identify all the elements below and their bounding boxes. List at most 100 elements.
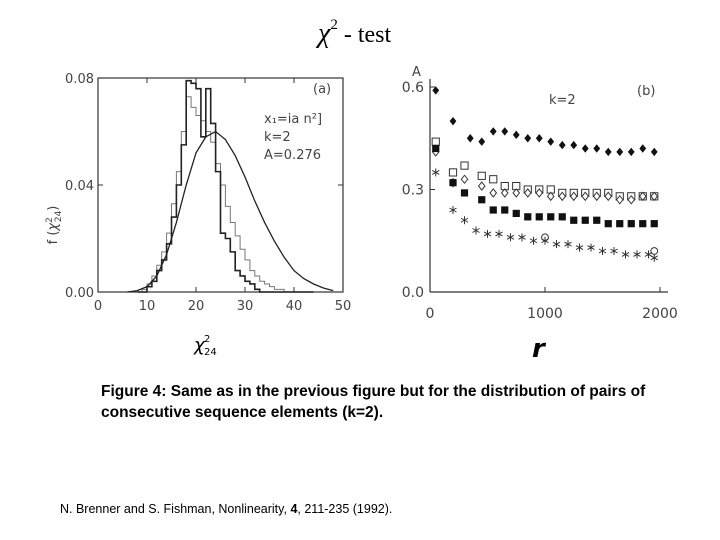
point-asterisk bbox=[552, 240, 561, 249]
point-diamond-filled bbox=[512, 130, 520, 140]
series-square-filled bbox=[432, 144, 658, 228]
asterisk-stroke bbox=[644, 251, 653, 257]
point-diamond-open bbox=[535, 188, 544, 198]
asterisk-stroke bbox=[621, 251, 630, 257]
point-diamond-filled bbox=[627, 147, 635, 157]
panel-a-xtick-label: 30 bbox=[237, 299, 254, 314]
panel-b-xtick-label: 0 bbox=[426, 306, 435, 322]
panel-b-ytick-label: 0.3 bbox=[402, 183, 424, 199]
point-diamond-filled bbox=[432, 86, 440, 95]
point-diamond-filled bbox=[489, 127, 497, 136]
point-square-filled bbox=[558, 213, 566, 221]
point-diamond-open bbox=[650, 191, 659, 202]
asterisk-stroke bbox=[587, 245, 595, 251]
panel-a-label: (a) bbox=[313, 82, 331, 97]
point-asterisk bbox=[529, 236, 538, 245]
point-asterisk bbox=[460, 216, 469, 225]
panel-a-histogram: 0 10 20 30 40 50 0.00 0.04 0.08 (a) x₁=ia n²] k=… bbox=[45, 72, 351, 358]
reference-authors: N. Brenner and S. Fishman, Nonlinearity, bbox=[60, 502, 291, 516]
title-chi-symbol: χ bbox=[318, 18, 331, 49]
point-diamond-open bbox=[512, 188, 521, 198]
point-diamond-open bbox=[569, 191, 578, 202]
panel-a-xtick-label: 0 bbox=[94, 299, 102, 314]
panel-b-annotation-k: k=2 bbox=[549, 93, 576, 108]
series-circle-open bbox=[541, 233, 659, 255]
reference-citation: N. Brenner and S. Fishman, Nonlinearity,… bbox=[60, 502, 392, 516]
figure-panels: 0 10 20 30 40 500.000.040.08 (a) x₁=ia n²] k=… bbox=[45, 65, 678, 364]
point-square-filled bbox=[449, 179, 457, 187]
svg-text:f (χ224): f (χ224) bbox=[45, 206, 64, 245]
series-diamond-filled bbox=[432, 86, 658, 157]
panel-a-ytick-label: 0.04 bbox=[65, 179, 94, 194]
panel-a-ylabel-suffix: ) bbox=[46, 206, 61, 211]
slide-title: χ2 - test bbox=[318, 17, 391, 50]
point-square-filled bbox=[432, 144, 440, 153]
point-square-filled bbox=[478, 196, 486, 204]
point-diamond-open bbox=[558, 191, 567, 202]
point-asterisk bbox=[449, 206, 457, 214]
point-asterisk bbox=[621, 250, 630, 259]
point-diamond-open bbox=[523, 188, 532, 198]
point-square-filled bbox=[547, 213, 555, 221]
point-diamond-open bbox=[460, 174, 469, 185]
point-diamond-filled bbox=[535, 134, 543, 143]
reference-pages: , 211-235 (1992). bbox=[297, 502, 393, 516]
series-asterisk bbox=[432, 168, 658, 262]
point-square-filled bbox=[535, 213, 543, 221]
panel-a-ticks: 0 10 20 30 40 50 0.00 0.04 0.08 bbox=[65, 72, 351, 314]
panel-a-fit-curve bbox=[127, 130, 334, 293]
panel-b-xtick-label: 1000 bbox=[527, 306, 563, 322]
asterisk-stroke bbox=[598, 248, 607, 254]
panel-a-xtick-label: 50 bbox=[335, 299, 352, 314]
point-diamond-open bbox=[500, 188, 509, 198]
panel-a-fit-curve-line bbox=[127, 130, 334, 293]
point-asterisk bbox=[432, 168, 440, 177]
point-square-open bbox=[448, 168, 458, 177]
point-square-filled bbox=[460, 189, 469, 197]
point-diamond-filled bbox=[449, 116, 457, 126]
point-diamond-filled bbox=[616, 147, 624, 157]
panel-a-xlabel-sub: 24 bbox=[204, 347, 217, 358]
point-diamond-filled bbox=[524, 134, 532, 143]
point-diamond-filled bbox=[581, 144, 589, 153]
point-asterisk bbox=[598, 247, 607, 255]
asterisk-stroke bbox=[495, 231, 503, 237]
panel-a-ylabel: f (χ224) bbox=[45, 206, 64, 245]
asterisk-stroke bbox=[529, 238, 538, 244]
panel-a-annotation-k: k=2 bbox=[264, 130, 291, 145]
panel-a-xtick-label: 10 bbox=[139, 299, 156, 314]
point-square-open bbox=[431, 137, 440, 146]
point-square-filled bbox=[650, 220, 658, 228]
asterisk-stroke bbox=[483, 231, 492, 237]
asterisk-stroke bbox=[449, 207, 457, 213]
panel-b-label: (b) bbox=[637, 84, 655, 99]
asterisk-stroke bbox=[460, 217, 469, 223]
point-circle-open bbox=[650, 247, 659, 255]
figure-caption: Figure 4: Same as in the previous figure… bbox=[101, 383, 646, 421]
point-square-filled bbox=[593, 216, 601, 224]
panel-a-xtick-label: 20 bbox=[188, 299, 205, 314]
panel-b-ticks: 0 1000 2000 0.0 0.3 0.6 bbox=[402, 79, 678, 322]
asterisk-stroke bbox=[575, 245, 584, 251]
panel-a-ylabel-sup: 2 bbox=[45, 217, 55, 223]
point-square-filled bbox=[639, 220, 647, 228]
panel-b-ylabel: A bbox=[412, 65, 421, 80]
point-diamond-filled bbox=[650, 147, 658, 157]
asterisk-stroke bbox=[552, 241, 561, 247]
point-asterisk bbox=[483, 229, 492, 238]
point-square-filled bbox=[581, 216, 589, 224]
point-asterisk bbox=[633, 250, 641, 259]
panel-a-ylabel-prefix: f ( bbox=[46, 231, 61, 245]
panel-a-xlabel: χ 2 24 bbox=[193, 334, 217, 358]
panel-a-annotation-a: A=0.276 bbox=[264, 148, 321, 163]
asterisk-stroke bbox=[432, 169, 440, 175]
point-asterisk bbox=[587, 243, 595, 252]
point-diamond-open bbox=[477, 181, 486, 191]
panel-b-xtick-label: 2000 bbox=[642, 306, 678, 322]
asterisk-stroke bbox=[564, 241, 572, 247]
point-square-filled bbox=[627, 220, 635, 228]
point-diamond-filled bbox=[501, 127, 509, 136]
point-diamond-open bbox=[581, 191, 590, 202]
point-diamond-open bbox=[489, 188, 498, 198]
asterisk-stroke bbox=[518, 234, 526, 240]
